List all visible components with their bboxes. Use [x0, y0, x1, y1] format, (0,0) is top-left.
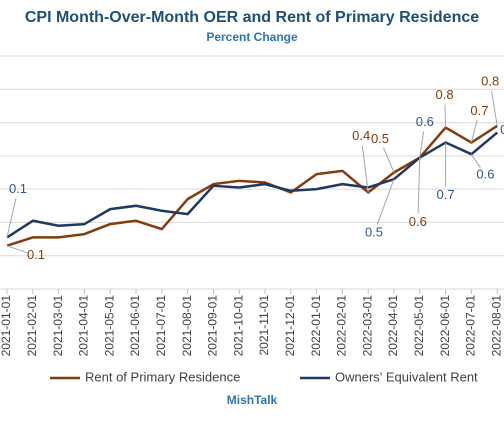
data-label: 0.5 — [371, 131, 389, 146]
x-tick-label: 2021-09-01 — [206, 295, 220, 357]
data-label: 0.4 — [352, 128, 370, 143]
data-label: 0.1 — [9, 181, 27, 196]
leader-line — [376, 178, 395, 225]
x-tick-label: 2021-08-01 — [180, 295, 194, 357]
x-tick-label: 2021-05-01 — [102, 295, 116, 357]
leader-line — [470, 120, 478, 143]
data-label: 0.5 — [365, 225, 383, 240]
x-tick-label: 2021-07-01 — [154, 295, 168, 357]
chart-subtitle: Percent Change — [206, 30, 298, 44]
x-tick-label: 2021-02-01 — [25, 295, 39, 357]
data-label: 0.1 — [27, 247, 45, 262]
leader-line — [6, 198, 17, 238]
x-tick-label: 2021-10-01 — [231, 295, 245, 357]
x-tick-label: 2022-07-01 — [464, 295, 478, 357]
leader-line — [361, 145, 369, 193]
x-tick-label: 2021-12-01 — [283, 295, 297, 357]
leader-line — [470, 153, 481, 168]
x-tick-label: 2021-06-01 — [128, 295, 142, 357]
data-label: 0.6 — [416, 114, 434, 129]
data-label: 0.7 — [437, 187, 455, 202]
x-tick-label: 2021-04-01 — [77, 295, 91, 357]
legend-label: Rent of Primary Residence — [85, 369, 240, 384]
x-tick-label: 2022-02-01 — [335, 295, 349, 357]
x-tick-label: 2022-03-01 — [360, 295, 374, 357]
x-tick-label: 2022-01-01 — [309, 295, 323, 357]
chart-title: CPI Month-Over-Month OER and Rent of Pri… — [25, 9, 479, 26]
leader-line — [444, 104, 447, 128]
data-label: 0.6 — [476, 167, 494, 182]
x-tick-label: 2021-03-01 — [51, 295, 65, 357]
data-label: 0.6 — [409, 214, 427, 229]
leader-line — [6, 245, 28, 254]
data-label: 0.7 — [470, 103, 488, 118]
x-tick-label: 2021-11-01 — [257, 295, 271, 356]
series-line — [6, 131, 499, 239]
x-tick-label: 2022-04-01 — [386, 295, 400, 357]
data-label: 0.8 — [481, 73, 499, 88]
data-label: 0.8 — [436, 87, 454, 102]
x-tick-label: 2021-01-01 — [0, 295, 13, 357]
leader-line — [417, 157, 421, 214]
data-label: 0.7 — [500, 122, 504, 137]
leader-line — [491, 90, 498, 126]
x-tick-label: 2022-05-01 — [412, 295, 426, 357]
x-tick-label: 2022-06-01 — [438, 295, 452, 357]
x-tick-label: 2022-08-01 — [489, 295, 503, 357]
leader-line — [419, 131, 425, 158]
leader-line — [383, 147, 395, 173]
source: MishTalk — [227, 393, 278, 407]
legend-label: Owners' Equivalent Rent — [335, 369, 478, 384]
